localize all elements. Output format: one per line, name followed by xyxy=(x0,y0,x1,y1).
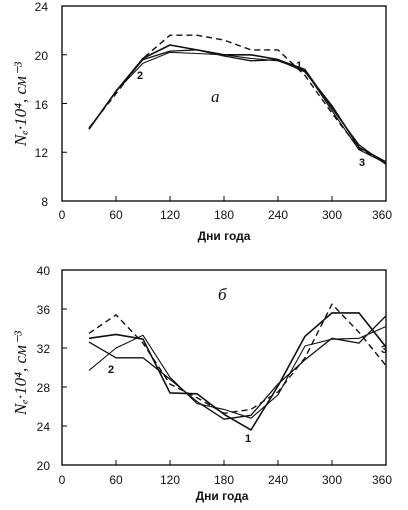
panel-b-xtick: 300 xyxy=(322,473,342,487)
panel-a-xtick: 180 xyxy=(214,208,234,222)
panel-b-series-line-4 xyxy=(88,303,387,414)
panel-a-ytick: 12 xyxy=(35,146,49,160)
panel-a-ytick: 20 xyxy=(35,49,49,63)
panel-a-curve-label: 2 xyxy=(137,70,143,82)
panel-a-ytick: 8 xyxy=(41,195,48,209)
panel-b-ytick: 20 xyxy=(37,459,51,473)
panel-b-series-line-2 xyxy=(88,315,387,420)
panel-b: 40 36 32 28 24 20 0 60 120 180 240 300 3… xyxy=(11,264,392,503)
panel-b-label: б xyxy=(218,285,227,304)
panel-b-xtick: 180 xyxy=(214,473,234,487)
panel-b-ytick: 36 xyxy=(37,303,51,317)
panel-b-xtick: 240 xyxy=(268,473,288,487)
panel-a-series xyxy=(88,34,387,165)
panel-a-xtick: 60 xyxy=(109,208,123,222)
panel-b-series xyxy=(88,303,387,431)
panel-a-ytick: 24 xyxy=(35,0,49,14)
panel-a-xtick: 120 xyxy=(160,208,180,222)
panel-b-curve-label: 3 xyxy=(381,344,387,356)
panel-b-ytick: 24 xyxy=(37,420,51,434)
panel-a-curve-label: 3 xyxy=(359,157,365,169)
panel-b-series-line-1 xyxy=(88,312,387,431)
panel-b-ytick: 40 xyxy=(37,264,51,278)
panel-b-ytick: 28 xyxy=(37,381,51,395)
panel-a-curve-label: 1 xyxy=(296,60,302,72)
panel-b-curve-label: 1 xyxy=(245,433,251,445)
panel-a-xtick: 300 xyxy=(322,208,342,222)
panel-a-ytick: 16 xyxy=(35,98,49,112)
panel-b-xtick: 120 xyxy=(160,473,180,487)
panel-b-x-axis-label: Дни года xyxy=(196,489,249,503)
panel-a-series-line-2 xyxy=(88,49,387,165)
panel-a-ticks xyxy=(61,5,387,202)
panel-b-ticks xyxy=(61,269,387,466)
panel-a-series-line-1 xyxy=(88,44,387,163)
panel-a-xtick: 360 xyxy=(372,208,392,222)
panel-a-x-axis-label: Дни года xyxy=(198,229,251,243)
panel-b-xtick: 60 xyxy=(109,473,123,487)
panel-a-series-line-4 xyxy=(88,34,387,163)
panel-a-xtick: 240 xyxy=(268,208,288,222)
panel-b-xtick: 360 xyxy=(372,473,392,487)
panel-b-y-axis-label: Nₑ·10⁴, см⁻³ xyxy=(11,330,30,416)
panel-a-series-line-3 xyxy=(88,51,387,164)
panel-a: 24 20 16 12 8 0 60 120 180 240 300 360 Д… xyxy=(11,0,392,243)
panel-b-xtick: 0 xyxy=(59,473,66,487)
panel-a-plot-frame xyxy=(61,5,387,202)
panel-b-ytick: 32 xyxy=(37,342,51,356)
panel-a-label: а xyxy=(211,87,220,106)
panel-a-y-axis-label: Nₑ·10⁴, см⁻³ xyxy=(11,61,30,147)
panel-b-curve-label: 2 xyxy=(108,364,114,376)
panel-a-xtick: 0 xyxy=(59,208,66,222)
